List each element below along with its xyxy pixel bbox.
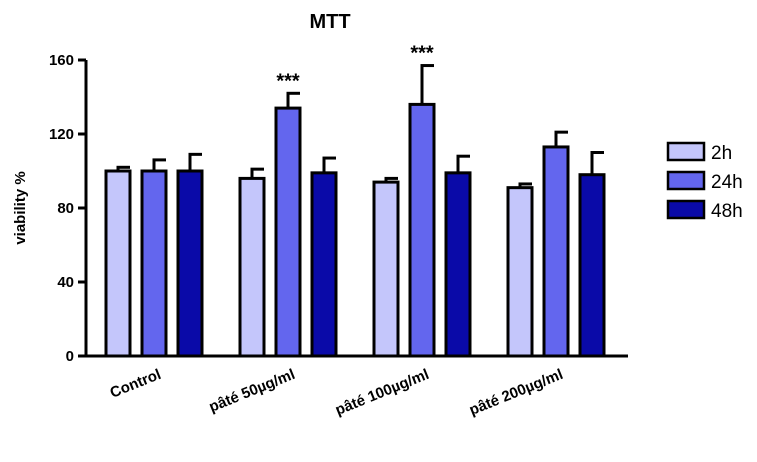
bar-48h-2 <box>444 171 472 358</box>
category-label: pâté 50µg/ml <box>207 366 298 416</box>
y-tick-label: 40 <box>57 274 74 291</box>
bar-48h-1 <box>310 171 338 358</box>
legend-label: 2h <box>711 143 732 164</box>
legend-swatch-2h <box>666 141 706 162</box>
bar-48h-0 <box>176 169 204 358</box>
chart-title: MTT <box>309 11 350 33</box>
legend: 2h 24h 48h <box>666 141 743 222</box>
legend-label: 24h <box>711 172 743 193</box>
y-tick-label: 80 <box>57 200 74 217</box>
bar-48h-3 <box>578 173 606 358</box>
bar-2h-3 <box>506 186 534 358</box>
legend-label: 48h <box>711 201 743 222</box>
legend-swatch-48h <box>666 199 706 220</box>
category-label: pâté 200µg/ml <box>467 366 566 419</box>
legend-swatch-24h <box>666 170 706 191</box>
bar-2h-0 <box>104 169 132 358</box>
bar-24h-3 <box>542 145 570 358</box>
category-label: pâté 100µg/ml <box>333 366 432 419</box>
y-tick-label: 120 <box>49 126 74 143</box>
category-label: Control <box>108 366 164 402</box>
bar-24h-2 <box>408 102 436 358</box>
bar-24h-0 <box>140 169 168 358</box>
significance-marker: *** <box>276 70 300 92</box>
bar-2h-2 <box>372 180 400 358</box>
y-axis-label: viability % <box>12 171 29 244</box>
bar-2h-1 <box>238 176 266 358</box>
y-tick-label: 0 <box>66 348 74 365</box>
plot-area: 0 40 80 120 160 Control pâté 50µg/ml pâté 100µg… <box>49 43 628 419</box>
bar-24h-1 <box>274 106 302 358</box>
significance-marker: *** <box>410 43 434 65</box>
y-tick-label: 160 <box>49 52 74 69</box>
